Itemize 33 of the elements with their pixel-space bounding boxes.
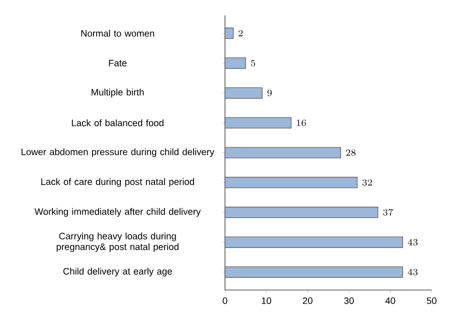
x-tick-label: 50 xyxy=(426,297,436,304)
bar xyxy=(224,236,404,248)
data-label: 43 xyxy=(408,238,418,246)
data-label: 28 xyxy=(346,149,356,156)
bar xyxy=(224,176,358,188)
data-label: 37 xyxy=(383,209,394,216)
x-tick-label: 20 xyxy=(302,297,312,304)
y-tick-label: Normal to women xyxy=(81,30,154,37)
y-tick-label: Carrying heavy loads during pregnancy& post natal period xyxy=(56,232,178,252)
data-label: 32 xyxy=(362,179,372,186)
y-tick-label: Lower abdomen pressure during child delivery xyxy=(22,148,214,158)
y-tick-label: Lack of balanced food xyxy=(72,119,164,126)
y-tick-label: Lack of care during post natal period xyxy=(41,178,194,187)
data-label: 16 xyxy=(296,120,306,126)
y-tick-label: Multiple birth xyxy=(92,88,144,98)
y-tick-label: Child delivery at early age xyxy=(63,268,172,276)
bar xyxy=(224,266,404,278)
y-tick-label: Working immediately after child delivery xyxy=(34,208,201,217)
bar xyxy=(224,28,234,39)
x-tick-label: 0 xyxy=(222,297,228,304)
bar xyxy=(224,117,292,128)
bar xyxy=(224,206,378,218)
data-label: 5 xyxy=(250,60,256,66)
x-tick-label: 30 xyxy=(344,297,354,304)
data-label: 9 xyxy=(267,90,272,96)
y-tick-label: Fate xyxy=(109,60,127,66)
bar xyxy=(224,58,246,69)
bar xyxy=(224,147,341,158)
data-label: 43 xyxy=(408,268,418,276)
data-label: 2 xyxy=(238,30,243,36)
x-tick-label: 40 xyxy=(385,297,396,304)
bar xyxy=(224,87,262,99)
x-tick-label: 10 xyxy=(262,297,272,304)
